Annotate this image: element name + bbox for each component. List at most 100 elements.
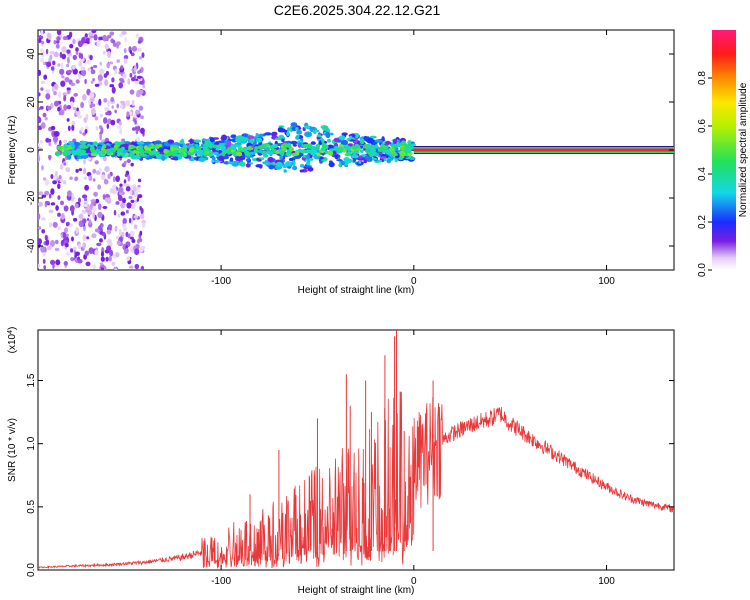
- colorbar-ticks: 0.0 0.2 0.4 0.6 0.8: [697, 71, 712, 277]
- spectrogram-noise-dot: [46, 61, 52, 68]
- spectrogram-core-dot: [315, 143, 321, 149]
- spectrogram-noise-dot: [97, 184, 102, 190]
- spectrogram-noise-dot: [140, 265, 145, 270]
- spectrogram-noise-dot: [63, 205, 69, 212]
- spectrogram-noise-dot: [111, 261, 116, 266]
- spectrogram-noise-dot: [106, 62, 111, 68]
- spectrogram-noise-dot: [117, 213, 121, 218]
- spectrogram-noise-dot: [67, 125, 71, 131]
- spectrogram-noise-dot: [134, 119, 137, 125]
- spectrogram-noise-dot: [116, 103, 119, 109]
- spectrogram-noise-dot: [38, 238, 42, 245]
- spectrogram-noise-dot: [70, 257, 75, 262]
- spectrogram-noise-dot: [71, 192, 74, 199]
- spectrogram-noise-dot: [62, 180, 67, 185]
- spectrogram-noise-dot: [91, 30, 97, 34]
- spectrogram-noise-dot: [121, 231, 125, 238]
- spectrogram-noise-dot: [53, 135, 58, 143]
- spectrogram-band-dot: [235, 157, 240, 161]
- spectrogram-noise-dot: [120, 100, 126, 105]
- spectrogram-noise-dot: [38, 213, 41, 220]
- spectrogram-band-dot: [318, 140, 323, 145]
- spectrogram-noise-dot: [43, 74, 48, 80]
- spectrogram-noise-dot: [38, 191, 44, 196]
- spectrogram-noise-dot: [59, 139, 62, 146]
- spectrogram-noise-dot: [92, 65, 98, 68]
- spectrogram-noise-dot: [113, 209, 117, 216]
- spectrogram-noise-dot: [140, 127, 145, 134]
- spectrogram-noise-dot: [68, 31, 73, 38]
- spectrogram-band-dot: [179, 139, 185, 145]
- spectrogram-noise-dot: [97, 203, 102, 210]
- spectrogram-band-dot: [260, 157, 264, 161]
- spectrogram-noise-dot: [75, 251, 80, 257]
- spectrogram-noise-dot: [93, 34, 98, 41]
- spectrogram-band-dot: [264, 132, 272, 136]
- spectrogram-noise-dot: [103, 98, 108, 103]
- spectrogram-noise-dot: [85, 113, 89, 121]
- spectrogram-band-dot: [299, 149, 307, 154]
- spectrogram-noise-dot: [42, 62, 46, 65]
- spectrogram-core-dot: [166, 151, 172, 157]
- spectrogram-band-dot: [352, 157, 358, 161]
- spectrogram-core-dot: [82, 145, 89, 149]
- spectrogram-band-dot: [277, 127, 284, 133]
- spectrogram-noise-dot: [92, 178, 96, 182]
- spectrogram-noise-dot: [44, 190, 50, 196]
- spectrogram-band-dot: [319, 156, 324, 160]
- spectrogram-noise-dot: [72, 54, 78, 61]
- spectrogram-band-dot: [246, 158, 250, 162]
- spectrogram-noise-dot: [45, 89, 51, 94]
- spectrogram-noise-dot: [95, 126, 99, 131]
- spectrogram-noise-dot: [61, 62, 64, 70]
- spectrogram-core-dot: [291, 152, 298, 157]
- snr-scale-base: (x10: [7, 333, 18, 353]
- spectrogram-noise-dot: [48, 141, 52, 147]
- spectrogram-noise-dot: [66, 63, 69, 68]
- spectrogram-core-dot: [369, 147, 375, 153]
- snr-y-tick-label: 0.5: [26, 499, 37, 513]
- spectrogram-core-dot: [155, 151, 160, 157]
- snr-line: [38, 391, 674, 570]
- spectrogram-noise-dot: [110, 96, 115, 103]
- spectrogram-noise-dot: [125, 231, 129, 238]
- spectrogram-band-dot: [249, 138, 255, 144]
- spectrogram-band-dot: [325, 131, 330, 138]
- spectrogram-band-dot: [304, 131, 313, 138]
- spectrogram-core-dot: [101, 150, 106, 155]
- spectrogram-noise-dot: [86, 59, 91, 65]
- snr-scale-close: ): [7, 327, 18, 330]
- spectrogram-noise-dot: [109, 31, 115, 36]
- spectrogram-core-dot: [72, 150, 78, 155]
- spectrogram-band-dot: [321, 138, 325, 145]
- spectrogram-noise-dot: [42, 258, 46, 264]
- spectrogram-noise-dot: [89, 91, 95, 99]
- spectrogram-band-dot: [374, 160, 380, 164]
- spectrogram-noise-dot: [94, 249, 99, 256]
- spectrogram-noise-dot: [71, 124, 75, 131]
- spectrogram-noise-dot: [106, 197, 112, 205]
- spectrogram-noise-dot: [78, 213, 84, 220]
- spectrogram-core-dot: [174, 149, 180, 154]
- spectrogram-noise-dot: [82, 218, 87, 224]
- spectrogram-core-dot: [359, 149, 364, 154]
- spectrogram-noise-dot: [119, 183, 123, 187]
- spectrogram-noise-dot: [96, 242, 102, 247]
- spectrogram-noise-dot: [84, 250, 90, 256]
- spectrogram-noise-dot: [72, 38, 76, 45]
- spectrogram-noise-dot: [141, 219, 146, 225]
- spectrogram-band-dot: [297, 142, 303, 146]
- spectrogram-band-dot: [286, 130, 290, 137]
- spectrogram-band-dot: [259, 164, 263, 169]
- spectrogram-core-dot: [399, 152, 406, 157]
- spectrogram-band-dot: [334, 154, 339, 160]
- spectrogram-noise-dot: [130, 162, 134, 167]
- spectrogram-noise-dot: [52, 60, 56, 66]
- spectrogram-noise-dot: [103, 50, 106, 55]
- spectrogram-band-dot: [328, 132, 334, 136]
- spectrogram-noise-dot: [77, 114, 83, 119]
- spectrogram-core-dot: [131, 145, 137, 149]
- spectrogram-noise-dot: [38, 263, 41, 268]
- spectrogram-noise-dot: [119, 104, 124, 109]
- spectrogram-noise-dot: [56, 30, 62, 36]
